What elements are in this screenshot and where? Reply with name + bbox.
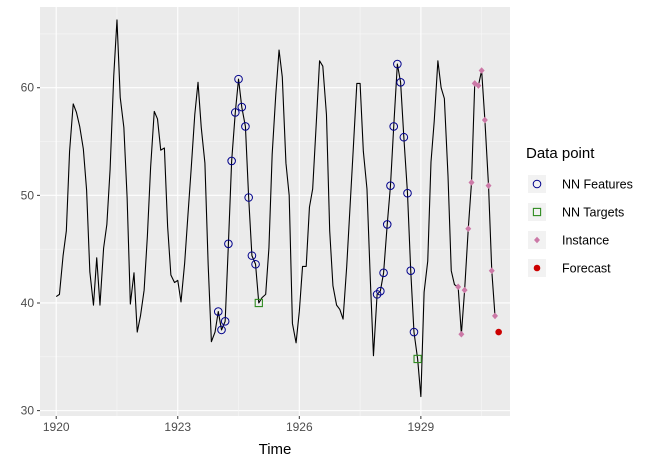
legend-key-forecast [533,264,541,272]
nn-features-point [247,251,257,260]
nn-features-point [227,156,236,166]
legend-key-instance [534,236,540,244]
nn-targets-point [254,298,263,308]
nn-features-point [244,193,253,202]
nn-features-point [396,78,405,87]
instance-point [478,67,485,74]
instance-point [475,82,482,89]
x-tick-label: 1923 [164,420,191,434]
nn-features-point [406,266,416,275]
nn-features-point [237,102,247,112]
y-axis: 30 40 50 60 [21,81,40,418]
instance-point [492,312,499,320]
nn-features-point [217,325,226,335]
nn-features-point [386,181,395,190]
legend-key-nn-features [532,179,542,189]
panel-background [40,7,510,416]
x-axis-title: Time [259,441,292,458]
legend-label: Instance [562,234,609,248]
legend-key-background [528,203,546,221]
nn-features-point [409,327,419,337]
nn-features-point [376,286,385,296]
legend-label: Forecast [562,262,611,276]
legend: Data point NN Features NN Targets Instance… [526,145,633,277]
y-tick-label: 60 [21,81,35,95]
nn-features-point [393,59,402,69]
nn-features-point [234,74,243,84]
y-tick-label: 50 [21,188,35,202]
x-tick-label: 1926 [286,420,313,434]
forecast-point [495,328,502,336]
instance-point [461,286,468,294]
nn-features-point [403,188,412,198]
legend-title: Data point [526,145,595,162]
nn-features-point [251,259,260,269]
instance-point [481,116,488,124]
y-tick-label: 30 [21,404,35,418]
instance-point [485,182,492,189]
x-tick-label: 1920 [43,420,70,434]
nn-targets-point [413,354,422,364]
plot-panel [40,7,510,416]
nn-features-point [389,122,399,131]
legend-label: NN Targets [562,206,624,220]
series-line [55,19,496,398]
y-tick-label: 40 [21,296,35,310]
nn-features-point [230,108,240,117]
nn-features-point [224,239,233,249]
instance-point [465,225,472,233]
instance-point [468,179,475,186]
nn-features-point [382,220,392,229]
nn-features-point [220,316,230,326]
nn-features-point [372,290,382,299]
legend-key-nn-targets [532,207,542,217]
instance-point [455,283,462,291]
legend-label: NN Features [562,178,633,192]
x-axis: 1920 1923 1926 1929 [43,416,435,434]
nn-features-point [213,307,223,316]
nn-features-point [399,132,409,142]
nn-features-point [241,122,250,131]
x-tick-label: 1929 [408,420,435,434]
legend-key-background [528,175,546,193]
instance-point [458,330,465,338]
instance-point [488,267,495,274]
nn-features-point [379,268,388,278]
